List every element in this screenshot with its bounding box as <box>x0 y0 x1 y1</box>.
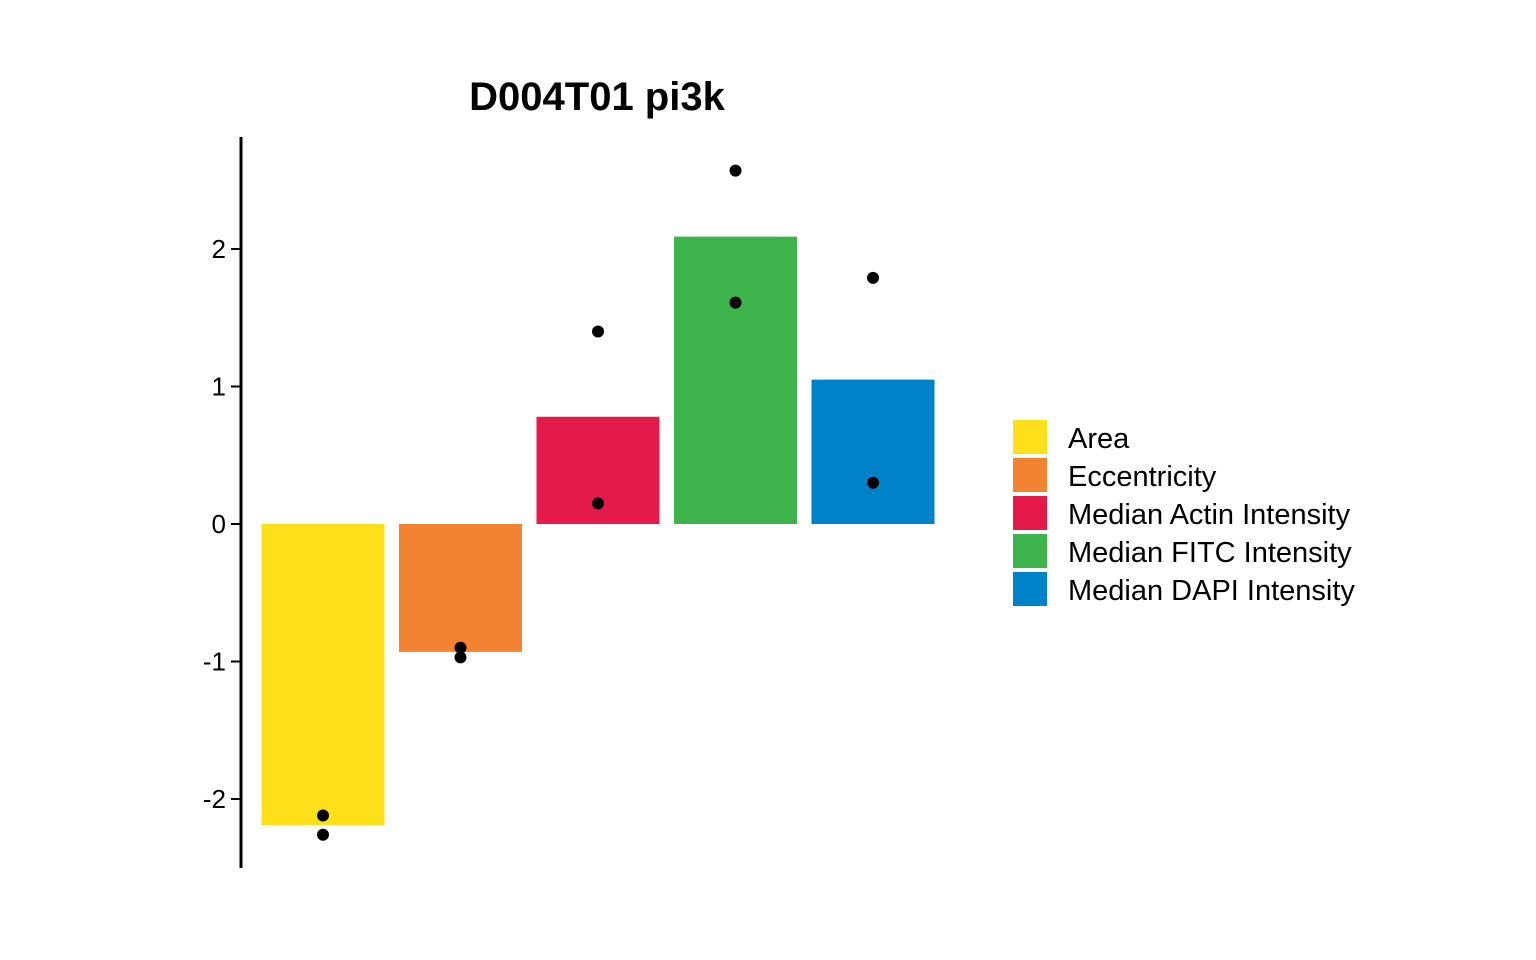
legend-swatch <box>1013 458 1047 492</box>
data-point <box>592 497 604 510</box>
bar-median-dapi-intensity <box>811 379 935 524</box>
bar-median-fitc-intensity <box>674 236 797 524</box>
y-tick-label: 2 <box>212 234 226 264</box>
legend-swatch <box>1013 420 1047 454</box>
data-point <box>729 164 742 177</box>
legend-label: Eccentricity <box>1068 461 1217 493</box>
data-point <box>592 325 604 338</box>
data-point <box>454 641 467 654</box>
legend-label: Median DAPI Intensity <box>1068 575 1355 607</box>
chart-title: D004T01 pi3k <box>469 75 725 119</box>
data-point <box>317 809 329 822</box>
legend-swatch <box>1013 534 1047 568</box>
bar-eccentricity <box>399 524 522 652</box>
y-tick-label: -1 <box>203 647 226 677</box>
bar-area <box>261 524 385 826</box>
y-tick-label: -2 <box>203 784 226 814</box>
legend-label: Median FITC Intensity <box>1068 537 1352 569</box>
y-tick-label: 1 <box>212 372 226 402</box>
data-point <box>729 296 742 309</box>
legend: Area Eccentricity Median Actin Intensity Me… <box>1013 420 1355 607</box>
y-tick-label: 0 <box>212 509 226 539</box>
data-point <box>317 828 329 841</box>
data-point <box>454 651 467 664</box>
points <box>317 164 879 841</box>
legend-label: Median Actin Intensity <box>1068 499 1351 531</box>
legend-swatch <box>1013 572 1047 606</box>
y-axis: -2 -1 0 1 2 <box>203 137 243 868</box>
legend-label: Area <box>1068 423 1130 455</box>
data-point <box>867 271 879 284</box>
bars <box>261 236 935 826</box>
legend-swatch <box>1013 496 1047 530</box>
data-point <box>867 476 879 489</box>
